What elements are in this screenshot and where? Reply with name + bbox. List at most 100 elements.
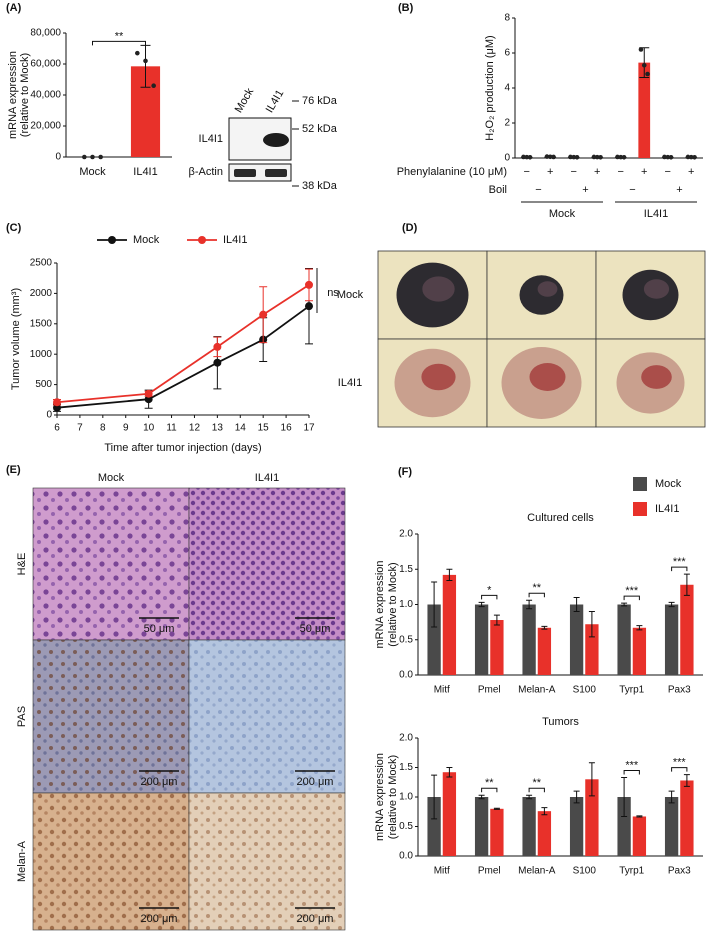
- group-label: Mock: [549, 208, 576, 220]
- data-point: [521, 154, 526, 160]
- x-tick-label: 8: [100, 423, 106, 434]
- x-tick-label: 9: [123, 423, 129, 434]
- bar: [474, 797, 489, 856]
- condition-label: −: [665, 166, 671, 178]
- data-point: [143, 58, 148, 64]
- data-point: [665, 154, 671, 160]
- significance-bracket: [528, 592, 545, 598]
- significance-bracket: [481, 787, 498, 793]
- condition-label: −: [571, 166, 577, 178]
- significance-bracket: [528, 787, 545, 793]
- y-tick-label: 4: [504, 83, 510, 94]
- row-label: IL4I1: [338, 377, 362, 389]
- micrograph: [32, 792, 190, 931]
- y-tick-label: 1000: [30, 349, 53, 360]
- data-point: [591, 154, 597, 160]
- series-line: [56, 305, 310, 409]
- error-bar: [478, 601, 485, 608]
- error-bar: [683, 573, 690, 596]
- significance-label: *: [487, 584, 492, 596]
- scale-bar-label: 200 μm: [297, 776, 334, 788]
- x-tick-label: 10: [143, 423, 155, 434]
- lane-label: Mock: [233, 86, 257, 115]
- tumor-spot: [643, 279, 670, 299]
- y-tick-label: 2: [504, 118, 510, 129]
- bar: [585, 779, 599, 856]
- bar: [490, 808, 504, 856]
- x-tick-label: S100: [573, 685, 597, 696]
- bar: [537, 627, 552, 675]
- error-bar: [526, 599, 533, 610]
- scale-bar-label: 200 μm: [297, 913, 334, 925]
- y-tick-label: 0: [46, 410, 52, 421]
- data-point: [692, 155, 697, 160]
- error-bar: [446, 767, 453, 778]
- legend-marker: [108, 236, 116, 244]
- scale-bar-label: 50 μm: [144, 623, 175, 635]
- x-tick-label: Pmel: [478, 685, 501, 696]
- column-label: IL4I1: [255, 472, 279, 484]
- data-point: [98, 154, 103, 160]
- column-label: Mock: [98, 472, 125, 484]
- legend-label: IL4I1: [655, 503, 679, 515]
- error-bar: [588, 762, 595, 797]
- row-label: H&E: [16, 553, 28, 576]
- y-axis-label: Tumor volume (mm³): [10, 288, 22, 390]
- bar: [490, 620, 504, 675]
- error-bar: [541, 625, 548, 630]
- error-bar: [573, 790, 580, 804]
- significance-label: **: [485, 777, 494, 789]
- legend-label: Mock: [655, 478, 682, 490]
- data-point: [151, 83, 156, 88]
- error-bar: [668, 601, 675, 608]
- condition-label: −: [524, 166, 530, 178]
- micrograph: [188, 792, 346, 931]
- error-bar: [526, 794, 533, 800]
- y-axis-label: mRNA expression: [7, 51, 19, 139]
- y-tick-label: 8: [504, 13, 510, 24]
- y-axis-label: (relative to Mock): [387, 562, 399, 646]
- significance-label: ***: [625, 759, 639, 771]
- x-tick-label: 6: [54, 423, 60, 434]
- blot-row-label: IL4I1: [199, 133, 223, 145]
- bar: [569, 797, 584, 856]
- y-tick-label: 0.5: [399, 634, 413, 645]
- data-point: [668, 155, 674, 160]
- data-point: [551, 154, 556, 160]
- bar: [617, 797, 631, 856]
- significance-bracket: [623, 595, 640, 601]
- y-tick-label: 1.5: [399, 564, 413, 575]
- y-tick-label: 1.5: [399, 762, 413, 773]
- data-point: [594, 154, 600, 160]
- x-tick-label: 11: [166, 423, 177, 434]
- x-tick-label: Melan-A: [518, 685, 556, 696]
- chart-title: Cultured cells: [527, 512, 594, 524]
- bar: [585, 624, 599, 675]
- scale-bar-label: 50 μm: [300, 623, 331, 635]
- error-bar: [431, 581, 438, 628]
- error-bar: [431, 774, 438, 820]
- panel-label: (E): [6, 464, 21, 476]
- bar: [617, 604, 631, 675]
- micrograph: [32, 487, 190, 641]
- micrograph: [188, 639, 346, 794]
- series-line: [56, 284, 310, 404]
- data-point: [305, 280, 313, 289]
- y-tick-label: 0: [55, 152, 61, 163]
- legend-swatch: [633, 502, 647, 516]
- significance-label: ***: [625, 585, 639, 597]
- tumor-spot: [421, 363, 456, 391]
- y-axis-label: mRNA expression: [374, 753, 386, 841]
- error-bar: [493, 614, 500, 626]
- row-label: Melan-A: [16, 840, 28, 882]
- annotation: ns: [327, 287, 339, 299]
- y-tick-label: 0.0: [399, 670, 413, 681]
- bar: [632, 627, 647, 675]
- data-point: [213, 342, 222, 351]
- legend-marker: [198, 236, 206, 244]
- data-point: [544, 154, 550, 159]
- bar: [442, 772, 457, 856]
- marker-label: 76 kDa: [302, 95, 338, 107]
- condition-label: +: [594, 166, 600, 178]
